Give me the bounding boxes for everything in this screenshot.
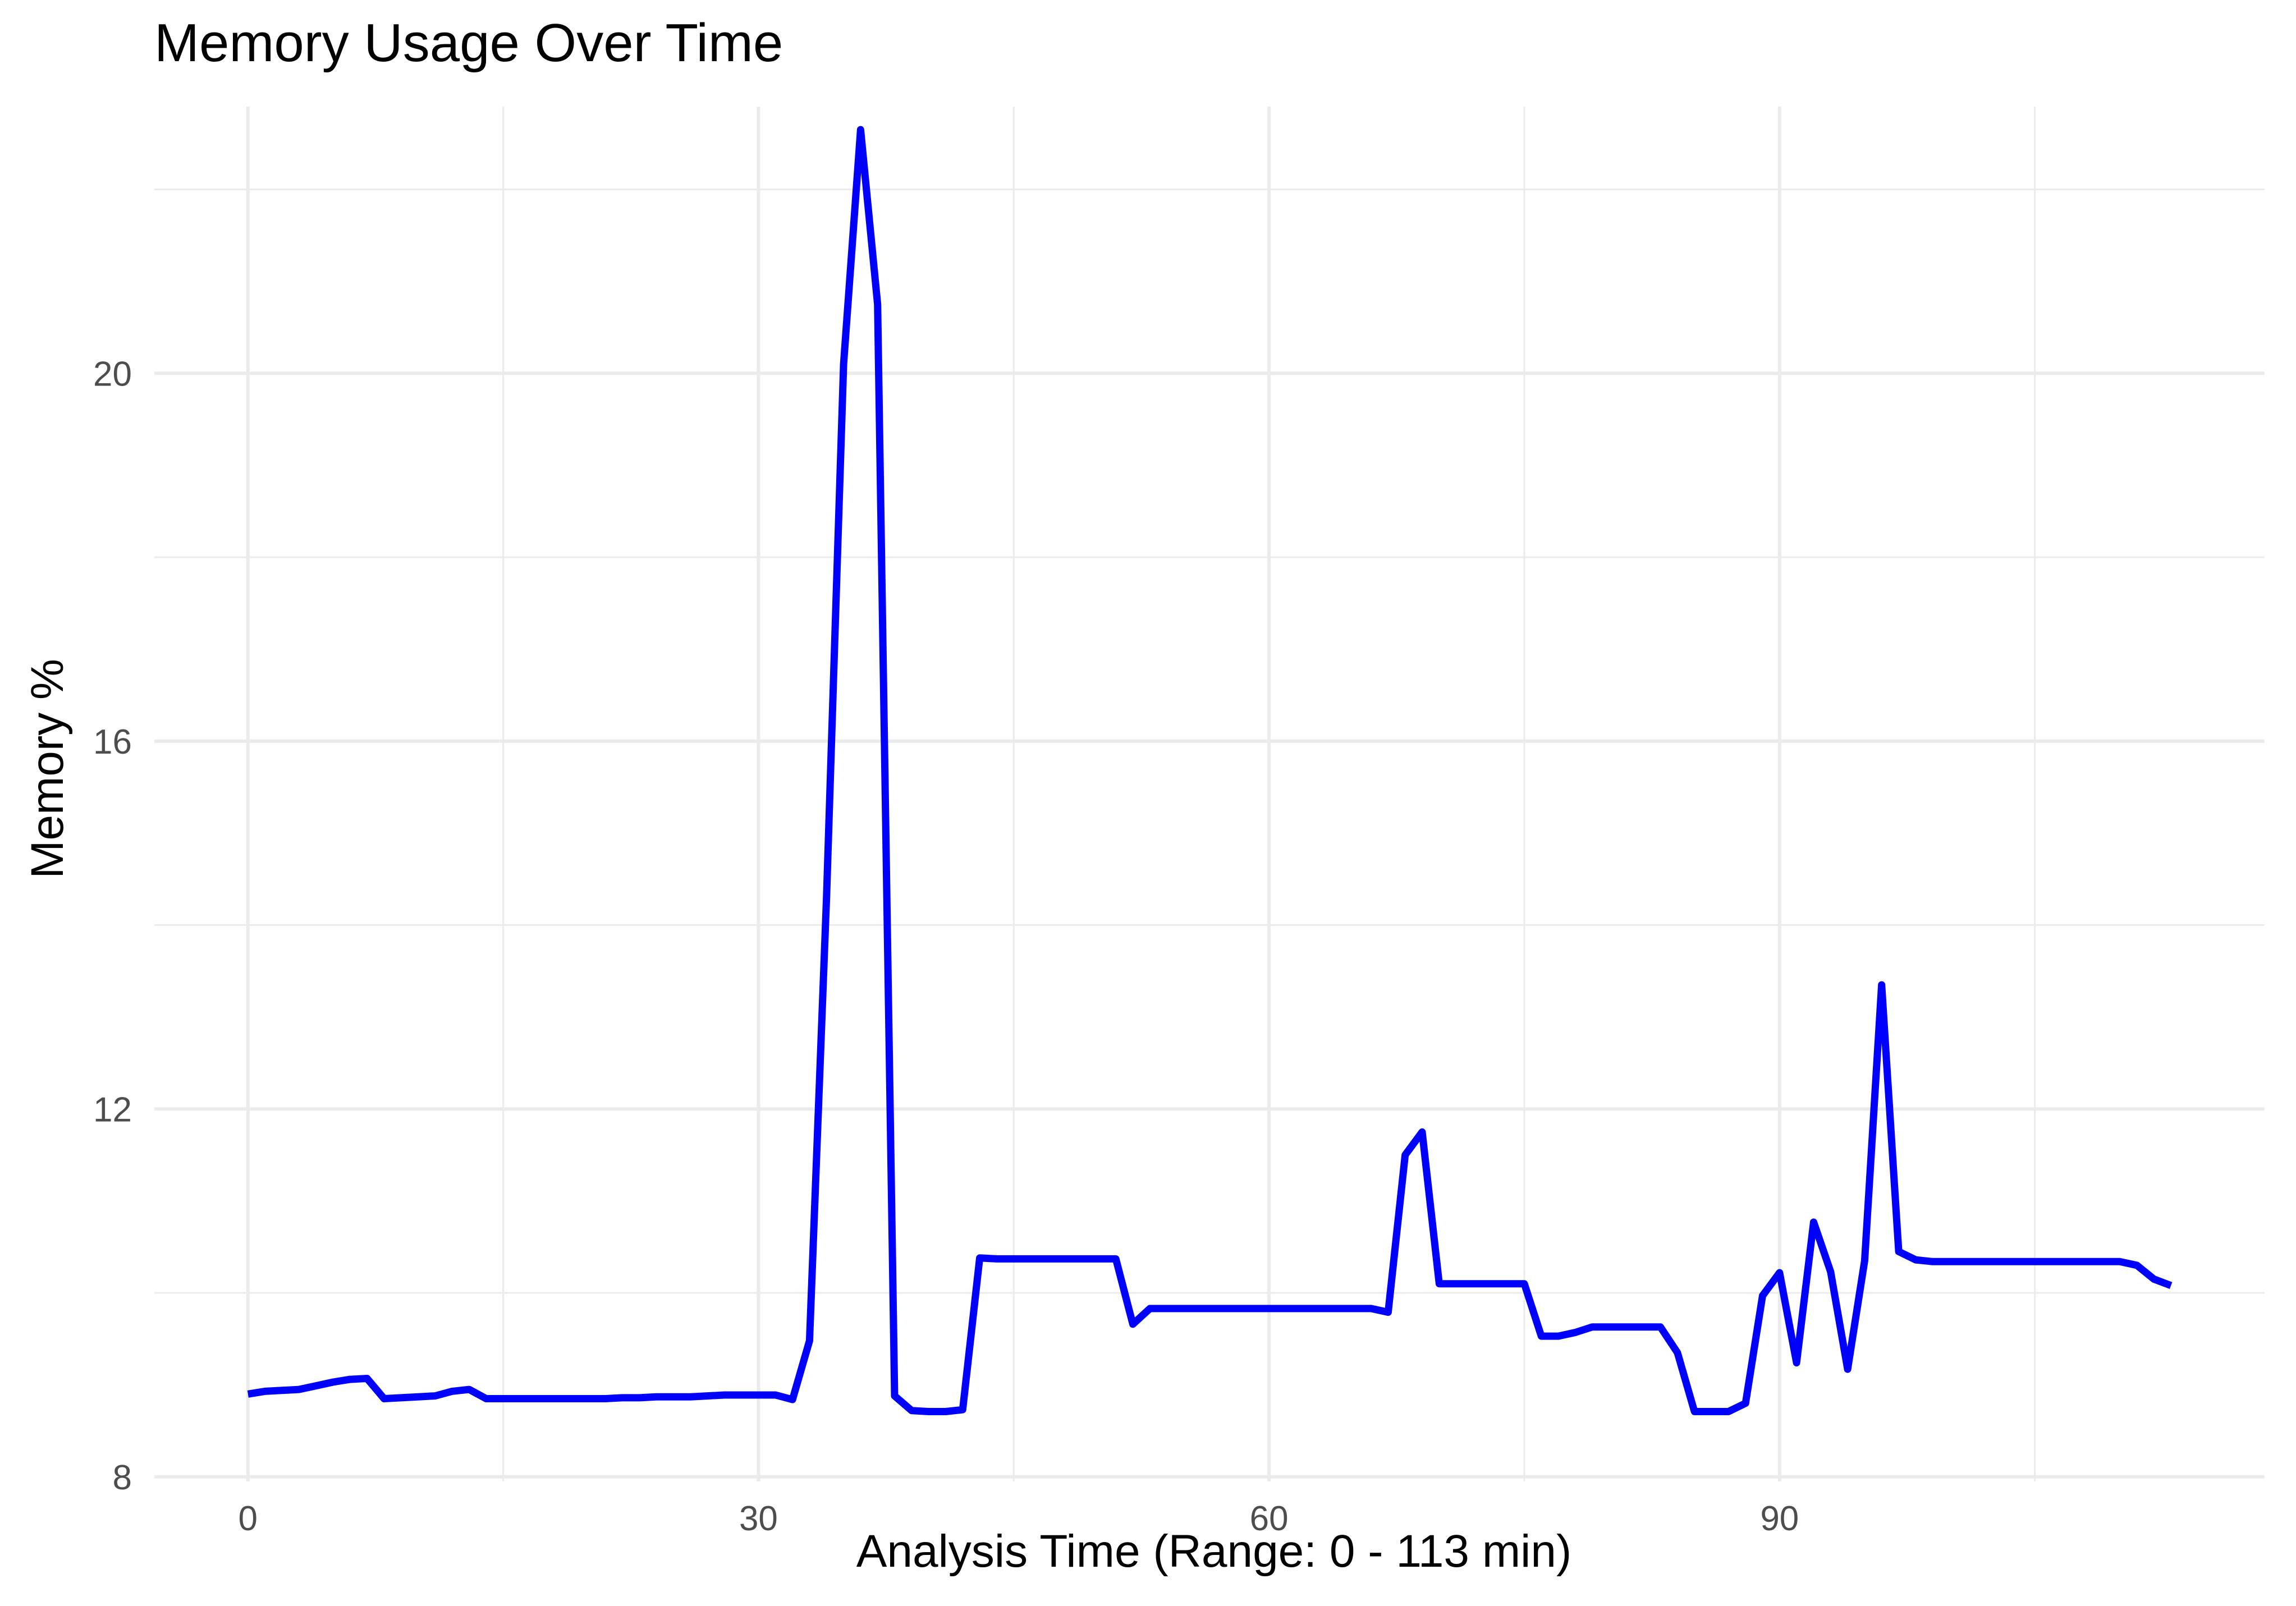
tick-labels: 0 30 60 90 8 12 16 20	[93, 355, 1799, 1538]
chart-title: Memory Usage Over Time	[154, 13, 783, 73]
y-tick-label: 16	[93, 723, 132, 761]
minor-gridlines	[154, 107, 2265, 1481]
y-tick-label: 12	[93, 1090, 132, 1129]
x-tick-label: 60	[1250, 1499, 1289, 1538]
major-gridlines	[154, 107, 2265, 1481]
x-axis-title: Analysis Time (Range: 0 - 113 min)	[856, 1526, 1572, 1577]
y-tick-label: 20	[93, 355, 132, 393]
y-tick-label: 8	[113, 1458, 132, 1497]
y-axis-title: Memory %	[22, 659, 73, 879]
series-layer	[247, 126, 2173, 1415]
x-tick-label: 90	[1760, 1499, 1799, 1538]
memory-series-line	[247, 126, 2173, 1415]
x-tick-label: 30	[739, 1499, 778, 1538]
x-tick-label: 0	[239, 1499, 258, 1538]
